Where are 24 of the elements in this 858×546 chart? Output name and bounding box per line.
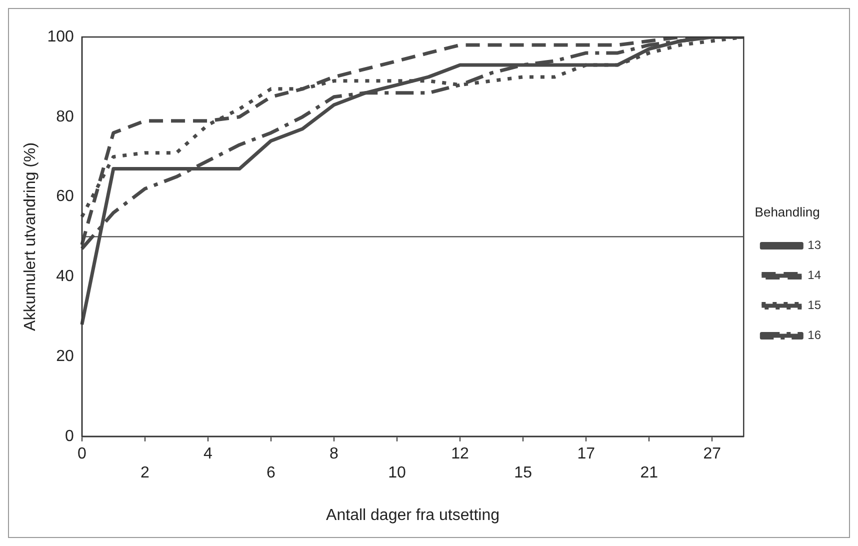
x-tick-label: 6	[266, 464, 276, 482]
x-tick-label: 10	[388, 464, 406, 482]
x-tick-label: 0	[77, 445, 86, 462]
x-tick-label: 12	[451, 445, 470, 462]
y-tick-label: 80	[56, 108, 74, 126]
y-tick-label: 100	[47, 28, 74, 46]
legend-label: 14	[808, 268, 822, 282]
legend-label: 15	[808, 298, 822, 312]
x-axis-title: Antall dager fra utsetting	[326, 506, 500, 524]
y-tick-label: 0	[64, 428, 74, 445]
x-tick-label: 15	[514, 464, 532, 482]
x-tick-label: 21	[640, 464, 658, 482]
legend-label: 16	[808, 328, 822, 342]
x-tick-label: 27	[703, 445, 722, 462]
legend-title: Behandling	[754, 204, 820, 220]
x-tick-label: 8	[330, 445, 339, 462]
legend-label: 13	[808, 238, 822, 252]
y-tick-label: 20	[56, 348, 74, 365]
y-axis-title: Akkumulert utvandring (%)	[22, 142, 40, 331]
x-tick-label: 4	[203, 445, 212, 462]
y-tick-label: 60	[56, 188, 74, 206]
x-tick-label: 17	[577, 445, 596, 462]
y-tick-label: 40	[56, 268, 74, 286]
x-tick-label: 2	[140, 464, 150, 482]
